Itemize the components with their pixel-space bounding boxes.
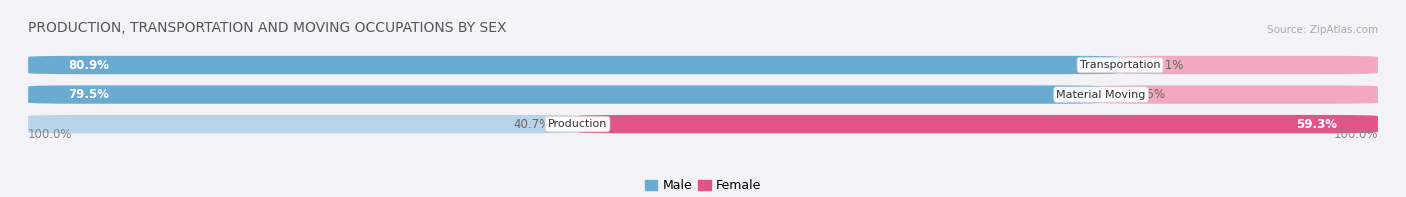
- Text: PRODUCTION, TRANSPORTATION AND MOVING OCCUPATIONS BY SEX: PRODUCTION, TRANSPORTATION AND MOVING OC…: [28, 21, 506, 35]
- Legend: Male, Female: Male, Female: [640, 174, 766, 197]
- Text: 20.5%: 20.5%: [1128, 88, 1166, 101]
- Text: Transportation: Transportation: [1080, 60, 1160, 70]
- Text: Production: Production: [548, 119, 607, 129]
- FancyBboxPatch shape: [28, 85, 1101, 104]
- Text: 80.9%: 80.9%: [69, 59, 110, 72]
- FancyBboxPatch shape: [28, 85, 1378, 104]
- FancyBboxPatch shape: [28, 115, 578, 133]
- Text: Material Moving: Material Moving: [1056, 90, 1146, 99]
- Text: 59.3%: 59.3%: [1296, 118, 1337, 131]
- Text: Source: ZipAtlas.com: Source: ZipAtlas.com: [1267, 25, 1378, 35]
- FancyBboxPatch shape: [578, 115, 1378, 133]
- Text: 40.7%: 40.7%: [513, 118, 551, 131]
- FancyBboxPatch shape: [1121, 56, 1378, 74]
- Text: 19.1%: 19.1%: [1147, 59, 1184, 72]
- Text: 79.5%: 79.5%: [69, 88, 110, 101]
- FancyBboxPatch shape: [28, 56, 1378, 74]
- FancyBboxPatch shape: [28, 115, 1378, 133]
- Text: 100.0%: 100.0%: [1333, 128, 1378, 141]
- FancyBboxPatch shape: [28, 56, 1121, 74]
- FancyBboxPatch shape: [1101, 85, 1378, 104]
- Text: 100.0%: 100.0%: [28, 128, 73, 141]
